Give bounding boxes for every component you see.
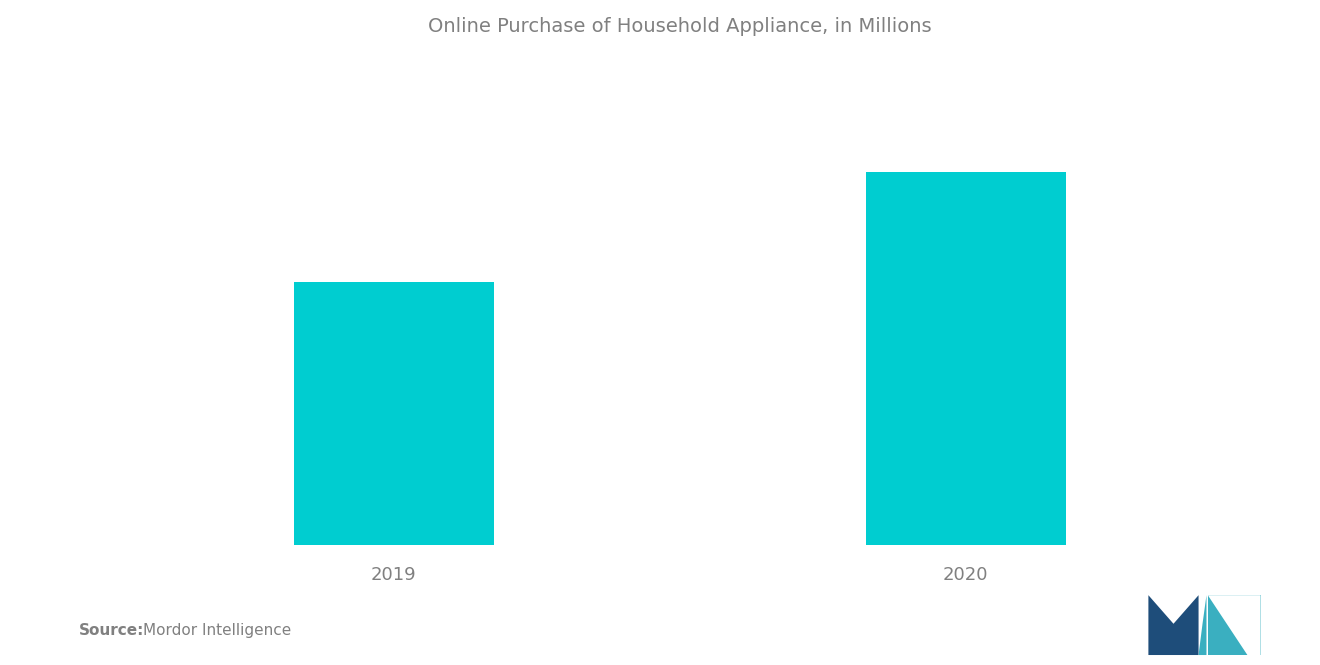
Polygon shape [1148,595,1199,655]
Bar [866,172,1065,545]
Bar [293,282,494,545]
Title: Online Purchase of Household Appliance, in Millions: Online Purchase of Household Appliance, … [428,17,932,36]
Polygon shape [1199,595,1206,655]
Text: Source:: Source: [79,623,145,638]
Polygon shape [1208,595,1261,655]
Polygon shape [1208,595,1261,655]
Text: Mordor Intelligence: Mordor Intelligence [143,623,290,638]
